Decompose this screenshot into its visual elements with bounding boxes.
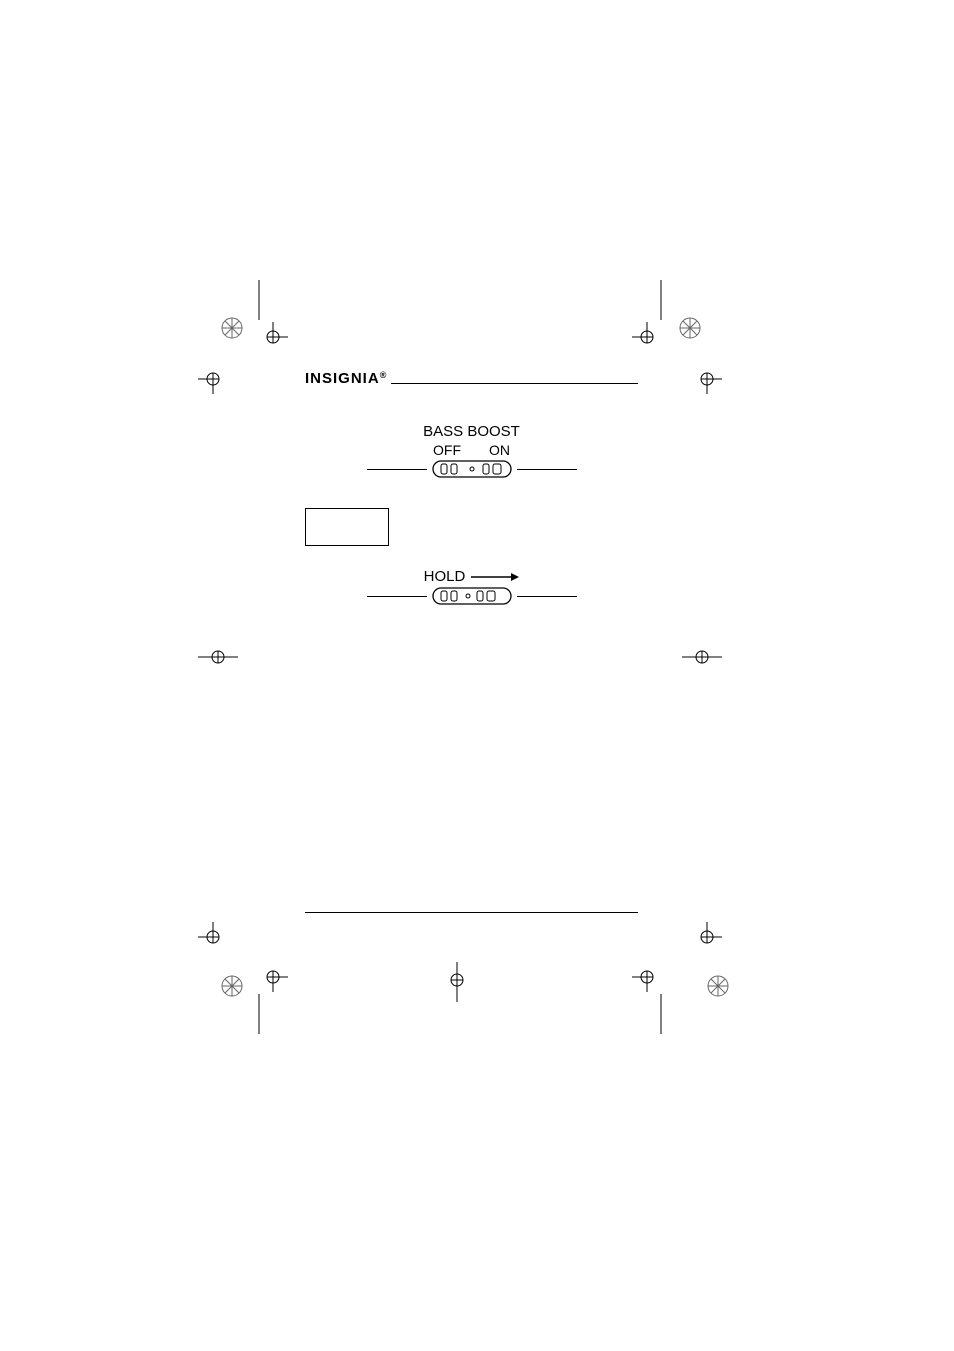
hold-row: HOLD — [305, 568, 638, 585]
crop-mark-icon — [442, 962, 472, 1002]
crop-mark-icon — [632, 322, 662, 352]
crop-mark-icon — [678, 316, 702, 340]
footer-rule — [305, 912, 638, 913]
crop-mark-icon — [258, 280, 260, 320]
hold-switch-row — [305, 585, 638, 607]
note-box — [305, 508, 389, 546]
crop-mark-icon — [258, 322, 288, 352]
switch-lead-line — [367, 469, 427, 470]
slide-switch-icon — [427, 458, 517, 480]
crop-mark-icon — [198, 922, 228, 952]
crop-mark-icon — [220, 974, 244, 998]
arrow-right-icon — [471, 572, 519, 582]
crop-mark-icon — [660, 280, 662, 320]
crop-mark-icon — [258, 994, 260, 1034]
page-content: INSIGNIA® BASS BOOST OFF ON HOLD — [305, 370, 638, 607]
slide-switch-icon — [427, 585, 517, 607]
hold-label: HOLD — [424, 568, 466, 585]
brand-text: INSIGNIA — [305, 370, 380, 387]
header-rule — [391, 383, 638, 384]
crop-mark-icon — [682, 642, 722, 672]
crop-mark-icon — [258, 962, 288, 992]
switch-lead-line — [367, 596, 427, 597]
hold-label-row: HOLD — [424, 568, 520, 585]
switch-lead-line — [517, 596, 577, 597]
bass-boost-on-label: ON — [489, 442, 510, 458]
crop-mark-icon — [632, 962, 662, 992]
crop-mark-icon — [692, 922, 722, 952]
crop-mark-icon — [198, 642, 238, 672]
crop-mark-icon — [660, 994, 662, 1034]
crop-mark-icon — [706, 974, 730, 998]
bass-boost-labels: OFF ON — [305, 442, 638, 458]
brand-logo: INSIGNIA® — [305, 370, 387, 387]
crop-mark-icon — [220, 316, 244, 340]
bass-boost-switch-row — [305, 458, 638, 480]
switch-lead-line — [517, 469, 577, 470]
crop-mark-icon — [198, 364, 228, 394]
crop-mark-icon — [692, 364, 722, 394]
bass-boost-off-label: OFF — [433, 442, 461, 458]
bass-boost-title: BASS BOOST — [305, 423, 638, 440]
